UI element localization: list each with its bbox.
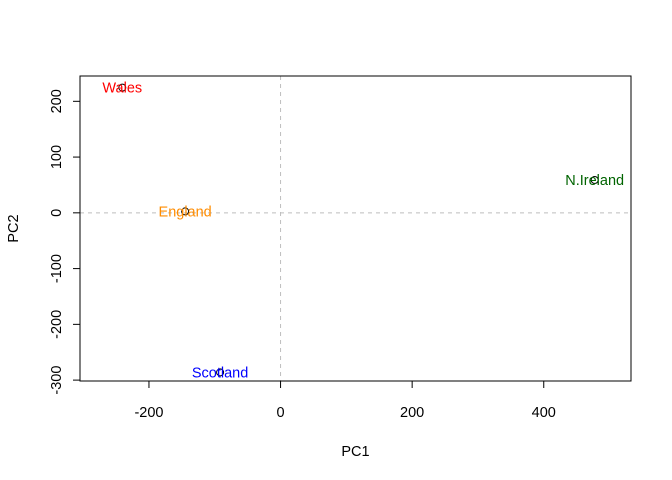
data-point	[118, 83, 127, 92]
y-tick-label: -200	[49, 310, 65, 339]
data-points: England Wales Scotland N.Ireland	[102, 81, 624, 382]
x-tick-label: 400	[532, 405, 556, 421]
reference-lines	[80, 76, 631, 381]
x-tick-label: 0	[277, 405, 285, 421]
x-axis: -200 0 200 400	[134, 380, 556, 421]
point-label: Wales	[102, 81, 142, 97]
y-tick-label: 200	[49, 89, 65, 113]
plot-frame	[79, 75, 632, 382]
point-label: Scotland	[192, 365, 248, 381]
y-tick-label: -300	[49, 366, 65, 395]
data-point	[216, 368, 225, 377]
data-point	[181, 207, 190, 216]
y-tick-label: 0	[49, 209, 65, 217]
point-label: England	[159, 204, 212, 220]
x-tick-label: -200	[134, 405, 163, 421]
y-tick-label: 100	[49, 145, 65, 169]
data-point	[590, 175, 599, 184]
y-tick-label: -100	[49, 254, 65, 283]
x-axis-title: PC1	[341, 444, 369, 460]
y-axis: -300 -200 -100 0 100 200	[49, 89, 81, 395]
y-axis-title: PC2	[6, 214, 22, 242]
x-tick-label: 200	[400, 405, 424, 421]
point-label: N.Ireland	[565, 173, 624, 189]
